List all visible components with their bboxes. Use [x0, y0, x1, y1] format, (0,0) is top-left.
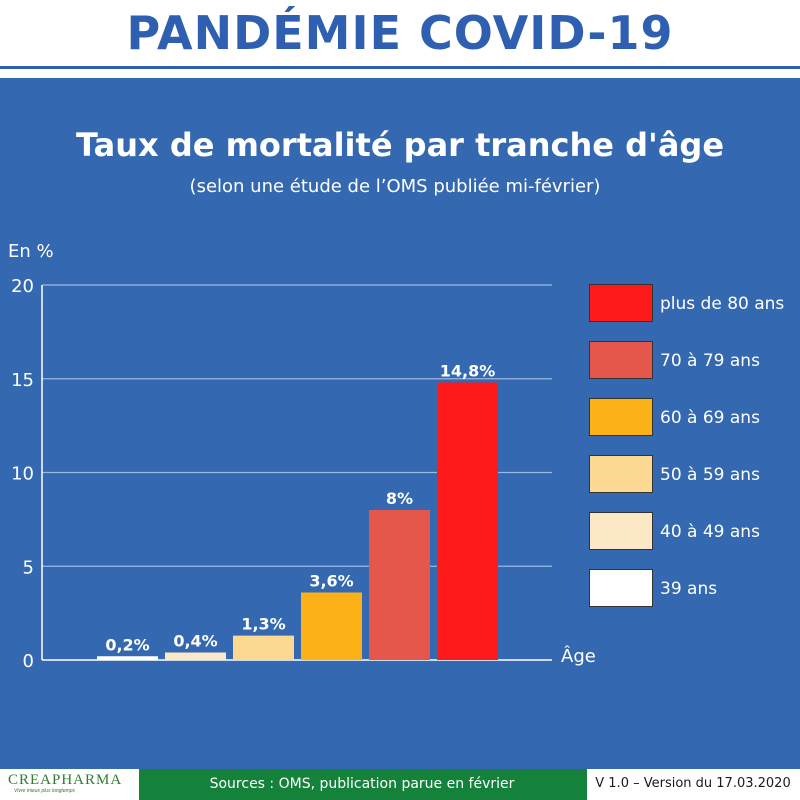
legend-label: 70 à 79 ans: [660, 351, 760, 371]
bar: [97, 656, 158, 660]
bar: [233, 635, 294, 660]
bar: [165, 652, 226, 660]
legend: plus de 80 ans 70 à 79 ans 60 à 69 ans 50 à…: [589, 284, 784, 607]
bars: 0,2% 0,4% 1,3% 3,6% 8% 14,8%: [97, 362, 498, 660]
sources-text: Sources : OMS, publication parue en févr…: [209, 776, 515, 792]
bar-value-label: 1,3%: [241, 615, 285, 634]
bar-value-label: 0,4%: [173, 632, 217, 651]
y-tick-label: 10: [11, 464, 34, 485]
legend-label: 40 à 49 ans: [660, 522, 760, 542]
logo: [0, 769, 139, 800]
chart-subtitle: (selon une étude de l’OMS publiée mi-fév…: [189, 176, 601, 197]
bar: [369, 510, 430, 660]
legend-label: 60 à 69 ans: [660, 408, 760, 428]
legend-label: plus de 80 ans: [660, 294, 784, 314]
legend-swatch: [589, 569, 653, 607]
page-title: PANDÉMIE COVID-19: [126, 6, 674, 60]
y-axis-title: En %: [8, 241, 54, 262]
legend-swatch: [589, 512, 653, 550]
y-tick-label: 20: [11, 276, 34, 297]
legend-swatch: [589, 455, 653, 493]
bar: [301, 592, 362, 660]
chart-title: Taux de mortalité par tranche d'âge: [75, 126, 725, 164]
sources-box: [139, 769, 585, 800]
legend-swatch: [589, 284, 653, 322]
y-tick-label: 5: [23, 557, 34, 578]
x-axis-title: Âge: [561, 645, 596, 667]
legend-label: 50 à 59 ans: [660, 465, 760, 485]
header-bar: PANDÉMIE COVID-19: [0, 0, 800, 69]
logo-tagline: Vivre mieux plus longtemps: [14, 788, 76, 794]
legend-swatch: [589, 341, 653, 379]
version-text: V 1.0 – Version du 17.03.2020: [595, 776, 791, 791]
bar-value-label: 3,6%: [309, 572, 353, 591]
y-tick-label: 0: [23, 651, 34, 672]
bar-value-label: 8%: [386, 489, 413, 508]
legend-swatch: [589, 398, 653, 436]
y-tick-label: 15: [11, 370, 34, 391]
legend-label: 39 ans: [660, 579, 717, 599]
bar: [437, 382, 498, 660]
bar-value-label: 14,8%: [440, 362, 496, 381]
logo-text: CREAPHARMA: [8, 772, 123, 788]
bar-value-label: 0,2%: [105, 635, 149, 654]
header-divider: [0, 66, 800, 69]
version-box: [585, 769, 800, 800]
